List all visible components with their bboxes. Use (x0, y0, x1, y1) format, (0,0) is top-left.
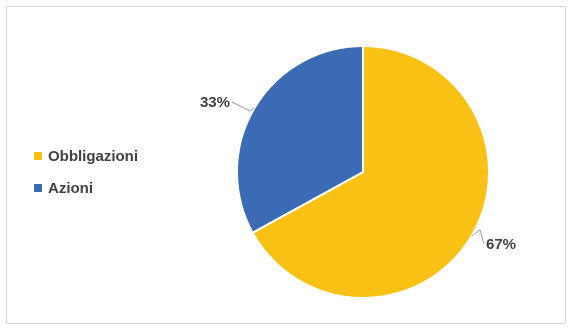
leader-line-azioni (231, 101, 255, 112)
legend-item-obbligazioni: Obbligazioni (34, 146, 138, 166)
legend-label-azioni: Azioni (48, 179, 93, 197)
leader-line-obbligazioni (471, 229, 485, 245)
legend: Obbligazioni Azioni (34, 146, 138, 210)
legend-swatch-azioni (34, 184, 42, 192)
legend-item-azioni: Azioni (34, 178, 138, 198)
data-label-azioni: 33% (200, 94, 230, 111)
legend-label-obbligazioni: Obbligazioni (48, 147, 138, 165)
data-label-obbligazioni: 67% (486, 236, 516, 253)
legend-swatch-obbligazioni (34, 152, 42, 160)
pie-slice-obbligazioni (251, 44, 490, 299)
